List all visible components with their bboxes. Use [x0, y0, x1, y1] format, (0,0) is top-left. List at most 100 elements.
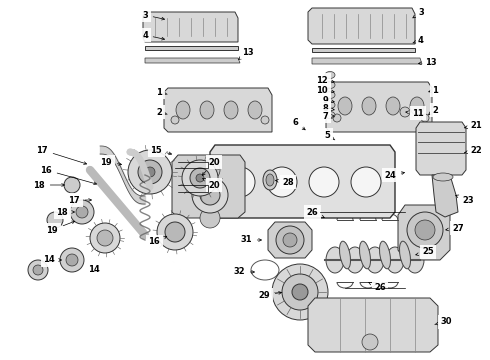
Circle shape: [128, 150, 172, 194]
Text: 16: 16: [40, 166, 97, 185]
Text: 12: 12: [316, 76, 334, 85]
Text: 25: 25: [416, 248, 434, 256]
Circle shape: [66, 254, 78, 266]
Text: 13: 13: [418, 58, 437, 67]
Text: 26: 26: [368, 282, 386, 292]
Circle shape: [33, 265, 43, 275]
Text: 17: 17: [36, 145, 87, 165]
Text: 14: 14: [88, 266, 100, 275]
Text: 18: 18: [33, 180, 65, 189]
Circle shape: [60, 248, 84, 272]
Ellipse shape: [406, 247, 424, 273]
Text: 16: 16: [148, 236, 167, 247]
Ellipse shape: [325, 72, 335, 78]
Circle shape: [171, 116, 179, 124]
Ellipse shape: [326, 247, 344, 273]
Ellipse shape: [386, 247, 404, 273]
Text: 24: 24: [384, 171, 404, 180]
Polygon shape: [145, 58, 240, 63]
Ellipse shape: [360, 241, 370, 269]
Text: 26: 26: [306, 207, 324, 218]
Circle shape: [190, 168, 210, 188]
Ellipse shape: [224, 101, 238, 119]
Polygon shape: [326, 82, 432, 132]
Polygon shape: [432, 175, 458, 217]
Circle shape: [200, 160, 220, 180]
Text: 22: 22: [465, 145, 482, 154]
Circle shape: [70, 200, 94, 224]
Text: 14: 14: [43, 256, 61, 265]
Text: 31: 31: [241, 235, 262, 244]
Ellipse shape: [346, 247, 364, 273]
Ellipse shape: [325, 91, 335, 99]
Ellipse shape: [263, 170, 277, 190]
Text: 3: 3: [413, 8, 424, 18]
Circle shape: [225, 167, 255, 197]
Polygon shape: [398, 205, 450, 260]
Text: 11: 11: [406, 108, 424, 117]
Text: 2: 2: [429, 105, 438, 114]
Circle shape: [362, 334, 378, 350]
Circle shape: [138, 160, 162, 184]
Text: 5: 5: [324, 131, 335, 140]
Circle shape: [292, 284, 308, 300]
Text: 30: 30: [435, 318, 451, 327]
Polygon shape: [308, 298, 438, 352]
Circle shape: [90, 223, 120, 253]
Text: 19: 19: [100, 158, 122, 166]
Circle shape: [28, 260, 48, 280]
Circle shape: [145, 167, 155, 177]
Ellipse shape: [338, 97, 352, 115]
Text: 9: 9: [322, 95, 334, 104]
Circle shape: [165, 222, 185, 242]
Ellipse shape: [325, 112, 335, 118]
Ellipse shape: [366, 247, 384, 273]
Circle shape: [309, 167, 339, 197]
Text: 15: 15: [150, 145, 172, 155]
Circle shape: [192, 177, 228, 213]
Circle shape: [282, 274, 318, 310]
Circle shape: [351, 167, 381, 197]
Text: 3: 3: [142, 10, 165, 20]
Ellipse shape: [340, 241, 350, 269]
Polygon shape: [416, 122, 466, 175]
Text: 10: 10: [317, 86, 334, 95]
Circle shape: [200, 184, 220, 204]
Text: 4: 4: [413, 36, 424, 45]
Polygon shape: [172, 155, 245, 218]
Polygon shape: [268, 222, 312, 258]
Ellipse shape: [386, 97, 400, 115]
Text: 4: 4: [142, 31, 165, 40]
Ellipse shape: [433, 173, 453, 181]
Text: 17: 17: [69, 195, 92, 204]
Circle shape: [76, 206, 88, 218]
Text: 20: 20: [203, 179, 220, 189]
Circle shape: [47, 212, 63, 228]
Text: 27: 27: [446, 224, 464, 233]
Text: 28: 28: [275, 177, 294, 186]
Circle shape: [272, 264, 328, 320]
Ellipse shape: [248, 101, 262, 119]
Circle shape: [400, 107, 410, 117]
Ellipse shape: [410, 97, 424, 115]
Text: 20: 20: [202, 158, 220, 175]
Circle shape: [283, 233, 297, 247]
Polygon shape: [164, 88, 272, 132]
Circle shape: [97, 230, 113, 246]
Circle shape: [64, 177, 80, 193]
Text: 18: 18: [56, 207, 74, 216]
Circle shape: [415, 220, 435, 240]
Ellipse shape: [266, 174, 274, 186]
Polygon shape: [210, 145, 395, 218]
Polygon shape: [312, 58, 422, 64]
Text: 29: 29: [258, 291, 281, 300]
Text: 13: 13: [239, 48, 254, 59]
Circle shape: [196, 174, 204, 182]
Ellipse shape: [380, 241, 391, 269]
Circle shape: [157, 214, 193, 250]
Circle shape: [261, 116, 269, 124]
Text: 1: 1: [156, 87, 167, 96]
Circle shape: [407, 212, 443, 248]
Ellipse shape: [200, 101, 214, 119]
Ellipse shape: [176, 101, 190, 119]
